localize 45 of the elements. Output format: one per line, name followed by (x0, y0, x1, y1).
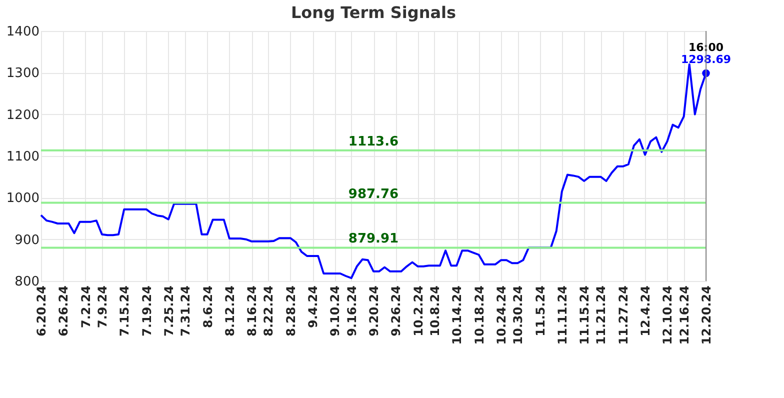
y-tick-label: 1400 (6, 24, 40, 40)
x-tick-label: 7.15.24 (118, 286, 132, 336)
data-label: 1298.69 (680, 53, 732, 66)
x-tick-label: 12.16.24 (677, 286, 692, 345)
x-tick-label: 10.2.24 (411, 286, 426, 336)
x-tick-label: 12.20.24 (700, 286, 714, 345)
x-tick-label: 8.16.24 (245, 286, 260, 336)
x-tick-label: 7.9.24 (95, 286, 110, 328)
x-tick-label: 8.6.24 (200, 286, 215, 328)
x-tick-label: 11.11.24 (555, 286, 570, 345)
x-tick-label: 7.31.24 (178, 286, 193, 336)
x-tick-label: 11.5.24 (533, 286, 548, 336)
x-tick-label: 8.12.24 (222, 286, 237, 336)
y-tick-label: 1000 (6, 191, 40, 206)
x-tick-label: 9.16.24 (344, 286, 359, 336)
x-tick-label: 11.15.24 (578, 286, 592, 345)
chart-title: Long Term Signals (290, 3, 456, 22)
x-tick-label: 9.10.24 (328, 286, 342, 336)
x-tick-label: 12.10.24 (660, 286, 675, 345)
annotation: 16:00 (688, 41, 724, 54)
y-tick-label: 900 (14, 232, 40, 248)
x-tick-label: 11.21.24 (594, 286, 608, 345)
x-tick-label: 9.20.24 (367, 286, 381, 336)
x-tick-label: 7.25.24 (162, 286, 176, 336)
x-tick-label: 10.30.24 (511, 286, 526, 345)
x-tick-label: 6.26.24 (56, 286, 71, 336)
x-tick-label: 8.22.24 (262, 286, 276, 336)
x-tick-label: 11.27.24 (616, 286, 630, 345)
x-tick-label: 9.26.24 (389, 286, 404, 336)
x-tick-label: 12.4.24 (638, 286, 653, 336)
ref-line-label: 879.91 (348, 232, 399, 247)
x-tick-label: 9.4.24 (306, 286, 320, 328)
y-tick-label: 1200 (6, 108, 40, 123)
x-tick-label: 6.20.24 (34, 286, 48, 336)
x-tick-label: 10.24.24 (494, 286, 508, 345)
ref-line-label: 1113.6 (348, 134, 399, 150)
x-tick-label: 10.18.24 (472, 286, 486, 345)
x-tick-label: 7.2.24 (78, 286, 93, 328)
x-tick-label: 7.19.24 (140, 286, 154, 336)
x-tick-label: 10.8.24 (428, 286, 442, 336)
y-tick-label: 1300 (6, 66, 40, 82)
ref-line-label: 987.76 (348, 186, 399, 202)
y-tick-label: 1100 (6, 150, 40, 164)
x-tick-label: 8.28.24 (284, 286, 298, 336)
x-tick-label: 10.14.24 (450, 286, 464, 345)
